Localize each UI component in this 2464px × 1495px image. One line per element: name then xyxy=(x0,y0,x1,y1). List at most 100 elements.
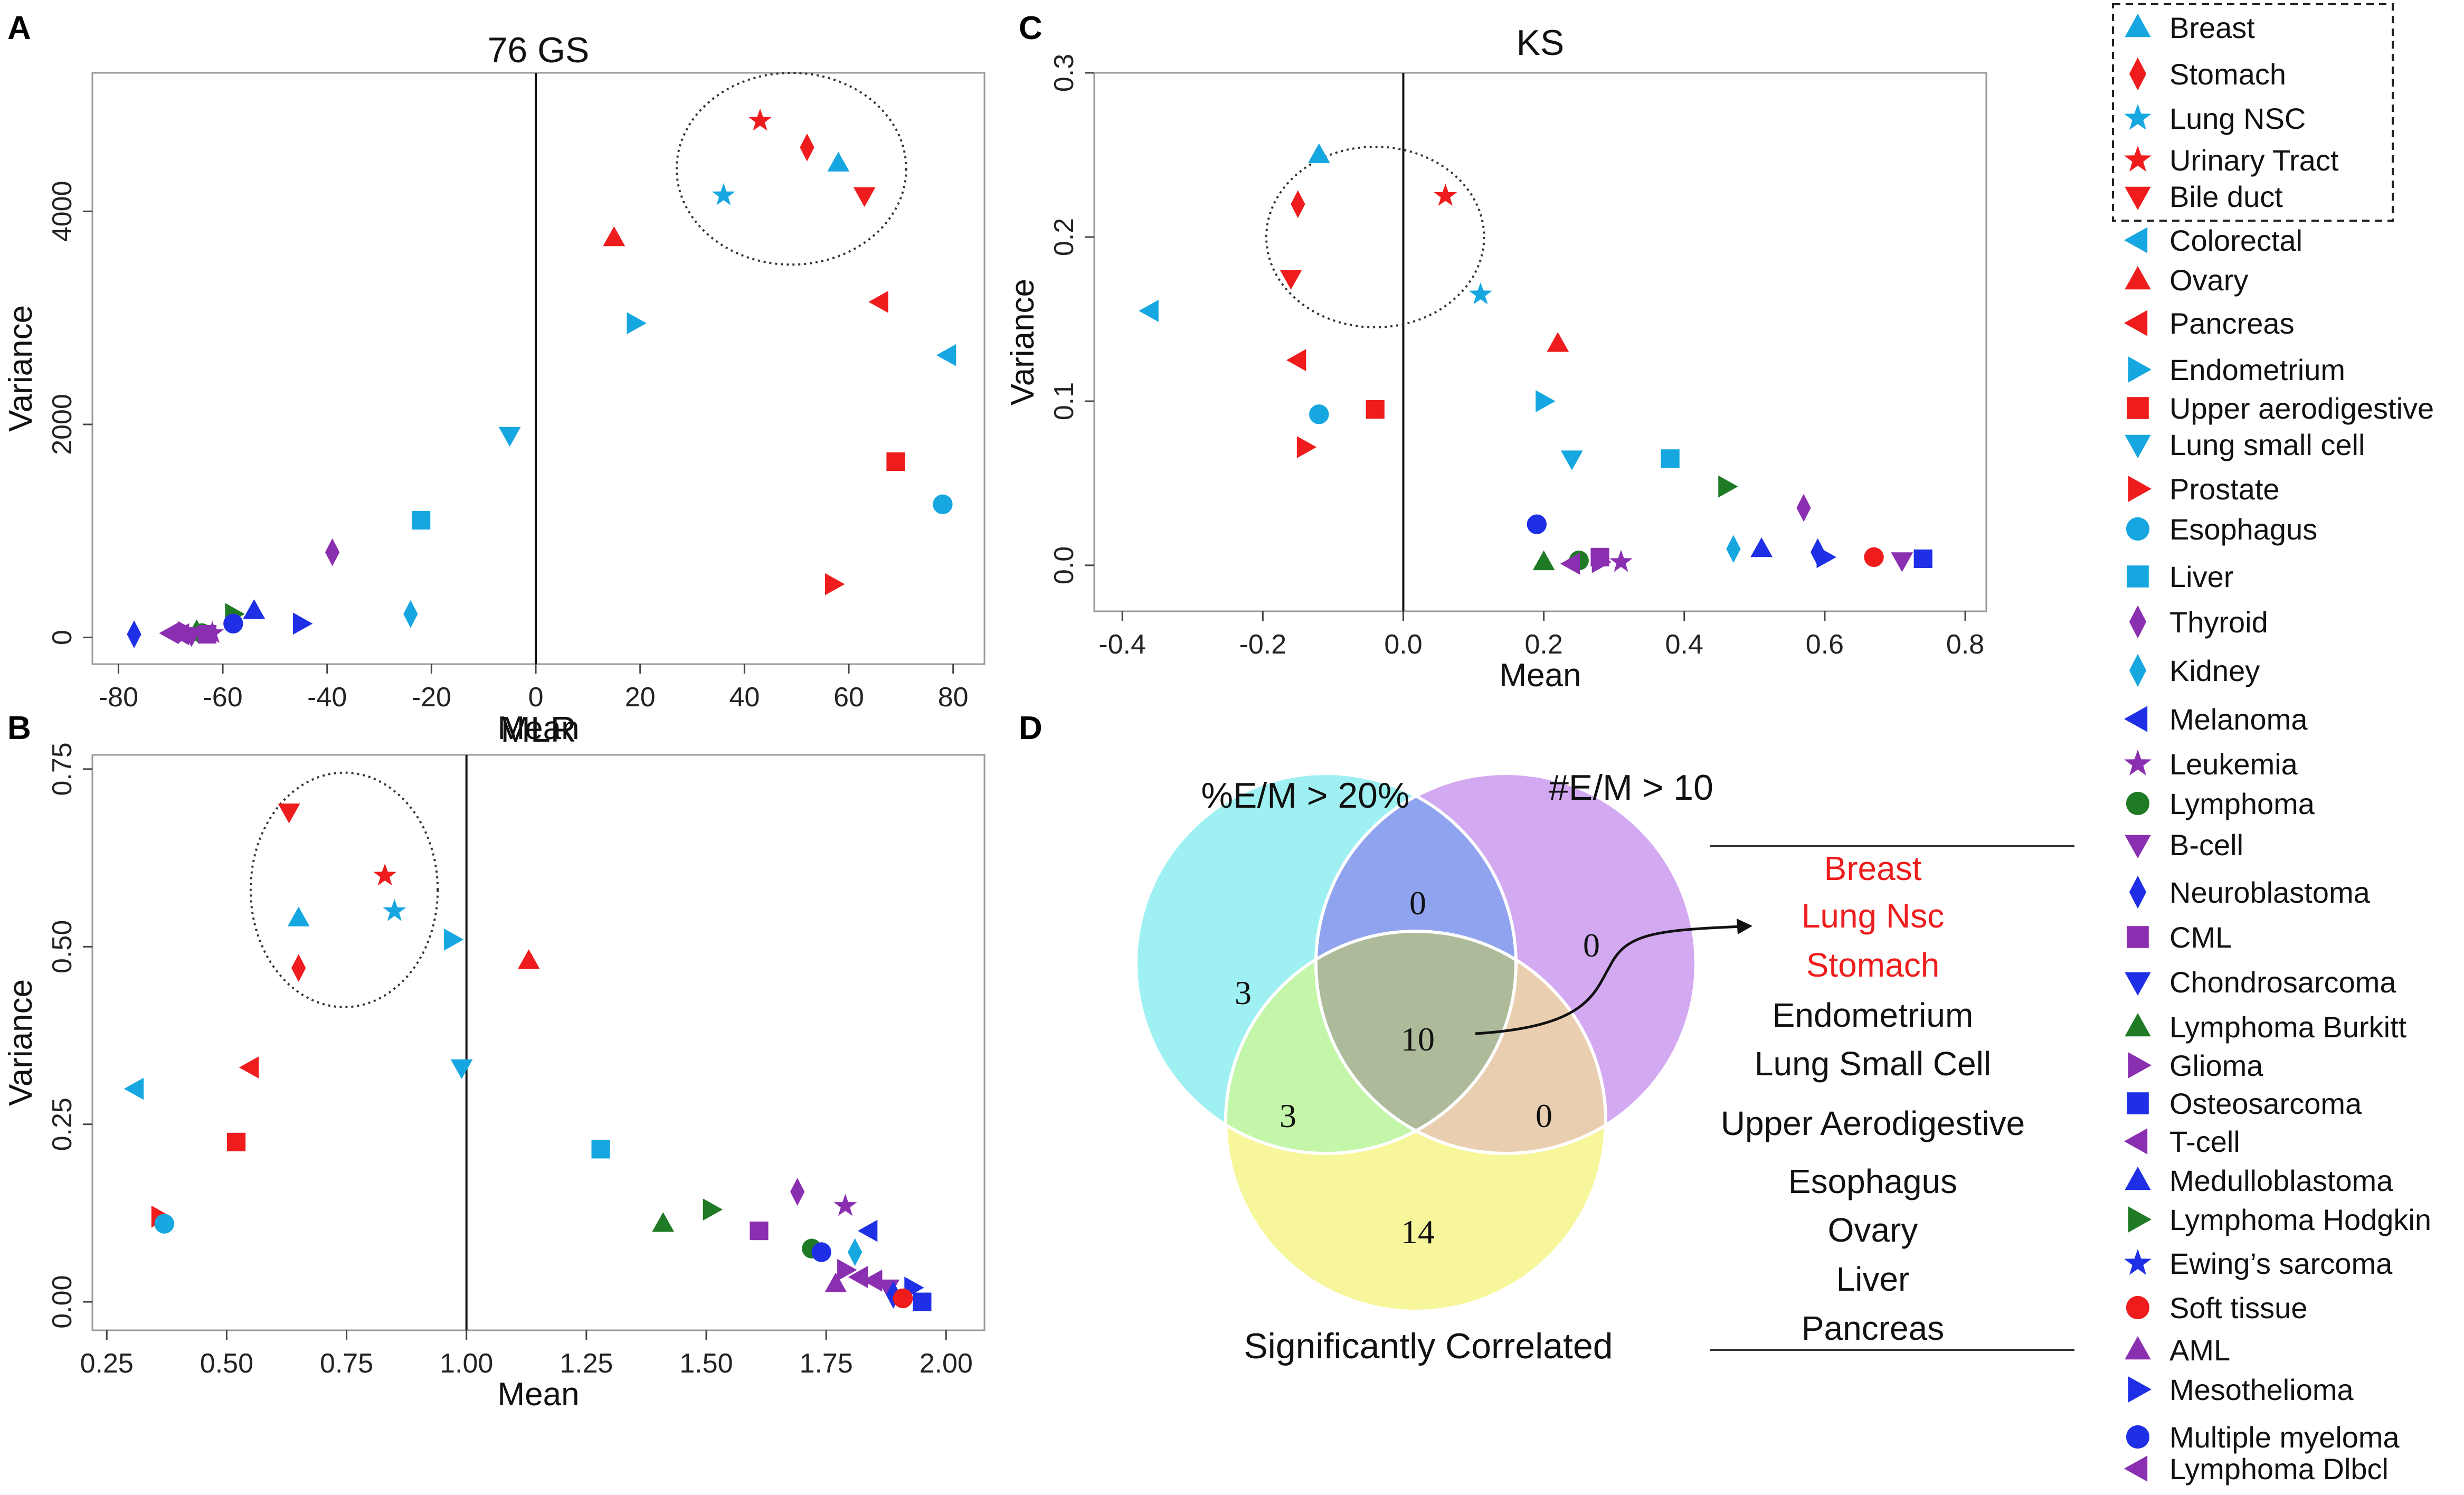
legend-label-ewing-s-sarcoma: Ewing’s sarcoma xyxy=(2169,1247,2393,1280)
venn-arrow xyxy=(1475,925,1742,1035)
y-tick-label: 0.0 xyxy=(1049,546,1079,584)
legend-marker-bile-duct xyxy=(2125,186,2151,210)
legend-marker-t-cell xyxy=(2124,1128,2148,1155)
legend-label-osteosarcoma: Osteosarcoma xyxy=(2169,1087,2362,1120)
point-colorectal: Colorectal xyxy=(1139,300,1159,322)
legend-label-colorectal: Colorectal xyxy=(2169,224,2302,257)
legend-label-esophagus: Esophagus xyxy=(2169,513,2317,546)
legend-label-neuroblastoma: Neuroblastoma xyxy=(2169,876,2371,909)
x-axis-label: Mean xyxy=(1499,657,1581,694)
point-soft-tissue: Soft tissue xyxy=(1864,547,1884,567)
point-urinary-tract: Urinary Tract xyxy=(1434,184,1457,206)
point-lung-small-cell: Lung small cell xyxy=(1560,450,1583,470)
x-tick-label: 20 xyxy=(625,682,656,713)
legend-marker-osteosarcoma xyxy=(2127,1092,2149,1114)
highlight-ellipse xyxy=(1265,145,1485,329)
y-tick-label: 0 xyxy=(47,630,78,645)
legend-label-lymphoma-burkitt: Lymphoma Burkitt xyxy=(2169,1010,2407,1044)
point-multiple-myeloma: Multiple myeloma xyxy=(811,1242,831,1262)
list-item: Ovary xyxy=(1828,1211,1918,1249)
legend-marker-lymphoma-dlbcl xyxy=(2124,1455,2148,1482)
legend-label-pancreas: Pancreas xyxy=(2169,307,2295,340)
legend-marker-liver xyxy=(2127,565,2149,588)
point-breast: Breast xyxy=(827,152,850,172)
point-stomach: Stomach xyxy=(291,954,306,982)
legend-marker-breast xyxy=(2125,14,2151,37)
venn-count-ab: 0 xyxy=(1409,884,1426,922)
point-cml: CML xyxy=(197,625,217,644)
point-thyroid: Thyroid xyxy=(325,538,340,566)
point-bile-duct: Bile duct xyxy=(853,187,876,207)
venn-outline-c xyxy=(1224,930,1607,1313)
venn-label-c: Significantly Correlated xyxy=(1244,1326,1613,1366)
legend-marker-glioma xyxy=(2128,1052,2152,1078)
y-tick-label: 0.00 xyxy=(47,1275,78,1329)
x-tick-label: -20 xyxy=(412,682,451,713)
point-thyroid: Thyroid xyxy=(790,1178,805,1206)
venn-label-b: #E/M > 10 xyxy=(1549,768,1713,808)
legend-marker-chondrosarcoma xyxy=(2125,972,2151,996)
point-b-cell: B-cell xyxy=(1891,552,1913,572)
point-medulloblastoma: Medulloblastoma xyxy=(243,599,266,619)
point-liver: Liver xyxy=(591,1140,610,1159)
legend-label-t-cell: T-cell xyxy=(2169,1125,2240,1158)
point-urinary-tract: Urinary Tract xyxy=(748,108,772,131)
point-lung-nsc: Lung NSC xyxy=(1468,282,1492,305)
legend-label-urinary-tract: Urinary Tract xyxy=(2169,144,2339,177)
x-tick-label: 80 xyxy=(938,682,969,713)
legend-label-lymphoma-dlbcl: Lymphoma Dlbcl xyxy=(2169,1452,2389,1485)
point-colorectal: Colorectal xyxy=(936,344,956,366)
point-prostate: Prostate xyxy=(1296,436,1317,458)
x-axis-label: Mean xyxy=(497,710,579,746)
panel-letter-d: D xyxy=(1019,710,1043,746)
x-tick-label: 0.4 xyxy=(1665,629,1703,660)
x-tick-label: 0.8 xyxy=(1946,629,1984,660)
x-tick-label: -60 xyxy=(203,682,242,713)
plot-frame xyxy=(91,754,985,1331)
point-kidney: Kidney xyxy=(848,1238,863,1266)
point-liver: Liver xyxy=(412,510,431,530)
panel-letter-a: A xyxy=(7,10,31,46)
x-tick-label: 2.00 xyxy=(920,1348,973,1379)
x-tick-label: -0.2 xyxy=(1239,629,1287,660)
point-bile-duct: Bile duct xyxy=(1280,270,1302,290)
point-melanoma: Melanoma xyxy=(857,1219,878,1242)
x-tick-label: 0.50 xyxy=(200,1348,253,1379)
legend-label-lymphoma: Lymphoma xyxy=(2169,787,2315,820)
point-liver: Liver xyxy=(1661,449,1680,468)
legend-label-thyroid: Thyroid xyxy=(2169,605,2268,639)
point-endometrium: Endometrium xyxy=(444,928,464,951)
point-glioma: Glioma xyxy=(837,1259,857,1281)
plot-frame xyxy=(91,72,985,665)
legend-label-aml: AML xyxy=(2169,1333,2230,1367)
legend-marker-multiple-myeloma xyxy=(2126,1425,2150,1449)
legend-highlight-box xyxy=(2112,3,2394,222)
legend-label-multiple-myeloma: Multiple myeloma xyxy=(2169,1421,2400,1454)
point-prostate: Prostate xyxy=(825,573,845,595)
list-red-item: Breast xyxy=(1824,849,1922,887)
legend-label-lung-nsc: Lung NSC xyxy=(2169,102,2306,135)
y-tick-label: 0.75 xyxy=(47,742,78,796)
x-tick-label: 40 xyxy=(729,682,760,713)
legend-marker-endometrium xyxy=(2128,356,2152,383)
point-glioma: Glioma xyxy=(1591,551,1612,573)
y-axis-label: Variance xyxy=(3,979,39,1106)
legend-label-breast: Breast xyxy=(2169,11,2255,44)
scatter-panel-ks: KS -0.4 -0.2 0.0 0.2 0.4 0.6 0.8 0.0 0.1 0.2 0.3 Mea… xyxy=(1004,23,1987,694)
point-mesothelioma: Mesothelioma xyxy=(1816,546,1836,569)
point-colorectal: Colorectal xyxy=(124,1077,144,1100)
legend-label-liver: Liver xyxy=(2169,560,2233,593)
legend-marker-thyroid xyxy=(2129,605,2147,639)
x-tick-label: -40 xyxy=(307,682,347,713)
plot-frame xyxy=(1093,72,1987,612)
point-pancreas: Pancreas xyxy=(1286,349,1306,372)
list-red-item: Lung Nsc xyxy=(1802,897,1944,935)
venn-count-abc: 10 xyxy=(1401,1020,1435,1058)
chart-title: 76 GS xyxy=(488,30,590,70)
x-tick-label: 1.00 xyxy=(440,1348,493,1379)
venn-outline-a xyxy=(1134,772,1518,1155)
point-ovary: Ovary xyxy=(603,226,626,247)
point-lymphoma-dlbcl: Lymphoma Dlbcl xyxy=(863,1269,883,1292)
y-tick-label: 0.50 xyxy=(47,920,78,973)
x-tick-label: 0.6 xyxy=(1806,629,1844,660)
